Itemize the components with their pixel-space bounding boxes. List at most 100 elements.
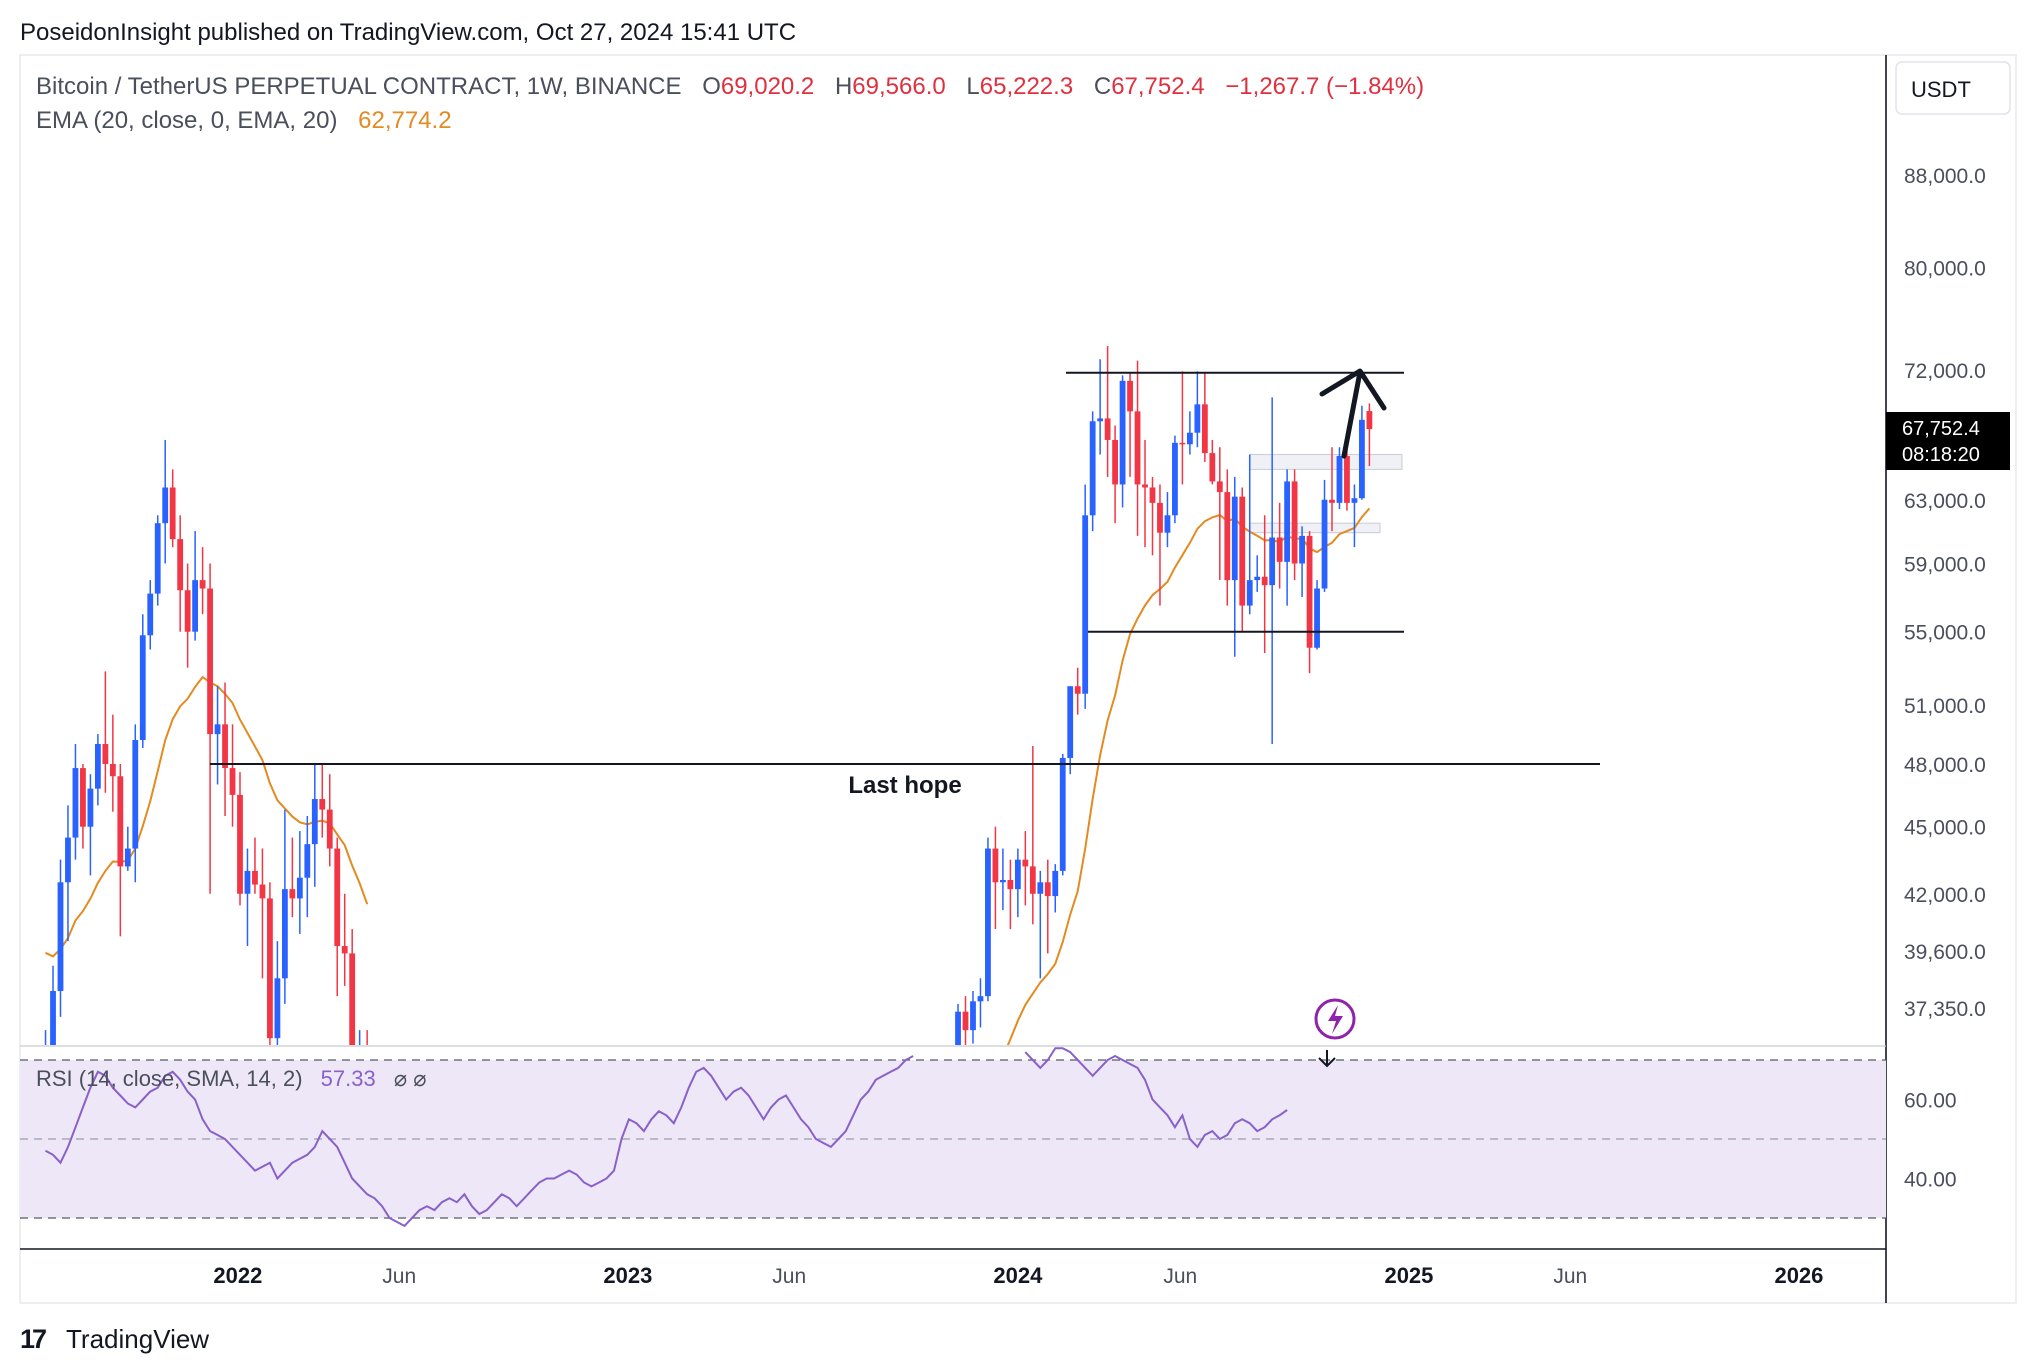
candle-body[interactable] (1344, 456, 1350, 503)
candle-body[interactable] (154, 523, 161, 594)
candle-body[interactable] (177, 539, 184, 591)
candle-body[interactable] (1157, 502, 1163, 533)
candle-body[interactable] (349, 953, 356, 1085)
candle-body[interactable] (237, 794, 243, 894)
candle-body[interactable] (244, 870, 251, 894)
candle-body[interactable] (252, 870, 258, 885)
candle-body[interactable] (1269, 537, 1276, 586)
candle-body[interactable] (222, 724, 228, 769)
currency-button[interactable]: USDT (1895, 61, 2011, 115)
candle-body[interactable] (169, 487, 176, 540)
levels-layer[interactable]: Last hope (210, 371, 1600, 799)
candle-body[interactable] (1351, 498, 1358, 503)
candle-body[interactable] (102, 743, 109, 765)
candle-body[interactable] (970, 1001, 976, 1031)
candle-body[interactable] (259, 884, 266, 899)
candle-body[interactable] (184, 590, 191, 632)
candle-body[interactable] (274, 978, 281, 1039)
candle-body[interactable] (1052, 870, 1059, 897)
candle-body[interactable] (139, 635, 146, 741)
candle-body[interactable] (1089, 421, 1096, 516)
candle-body[interactable] (1216, 481, 1223, 493)
candle-body[interactable] (925, 1288, 931, 1323)
supply-demand-zone[interactable] (1249, 522, 1381, 534)
candle-body[interactable] (147, 593, 154, 636)
candle-body[interactable] (1059, 757, 1066, 871)
candle-body[interactable] (1037, 882, 1044, 894)
candle-body[interactable] (1336, 456, 1343, 503)
breakout-arrow-drawing[interactable] (1319, 368, 1387, 459)
candle-body[interactable] (132, 740, 139, 849)
candle-body[interactable] (199, 580, 206, 589)
candle-body[interactable] (955, 1011, 961, 1077)
candle-body[interactable] (1201, 404, 1208, 454)
candle-body[interactable] (94, 743, 101, 789)
candle-body[interactable] (296, 877, 303, 899)
candle-body[interactable] (117, 776, 124, 867)
candle-body[interactable] (1097, 418, 1104, 422)
candle-body[interactable] (50, 991, 56, 1071)
candle-body[interactable] (281, 889, 288, 979)
candle-body[interactable] (1209, 453, 1216, 482)
candle-body[interactable] (65, 837, 71, 883)
candle-body[interactable] (192, 580, 199, 632)
candle-body[interactable] (1179, 442, 1186, 445)
candle-body[interactable] (162, 487, 169, 524)
candle-body[interactable] (1164, 515, 1171, 533)
candle-body[interactable] (1134, 411, 1141, 485)
candle-body[interactable] (1044, 882, 1051, 897)
candle-body[interactable] (1029, 866, 1036, 894)
candle-body[interactable] (1194, 404, 1201, 433)
candle-body[interactable] (1149, 487, 1156, 503)
candle-body[interactable] (267, 898, 273, 1039)
candle-body[interactable] (1329, 499, 1335, 503)
candle-body[interactable] (334, 848, 341, 947)
candle-body[interactable] (214, 724, 221, 735)
candle-body[interactable] (985, 848, 991, 997)
candle-body[interactable] (1299, 535, 1305, 564)
candle-body[interactable] (1172, 442, 1178, 516)
candle-body[interactable] (1022, 859, 1029, 867)
candle-body[interactable] (1239, 496, 1246, 606)
candle-body[interactable] (1306, 535, 1313, 648)
candle-body[interactable] (962, 1011, 969, 1031)
candle-body[interactable] (319, 799, 326, 810)
candle-body[interactable] (1119, 380, 1126, 485)
candle-body[interactable] (1276, 537, 1283, 562)
candle-body[interactable] (1231, 496, 1238, 581)
candle-body[interactable] (1104, 418, 1111, 440)
candle-body[interactable] (1314, 588, 1320, 648)
candle-body[interactable] (1127, 380, 1133, 412)
candle-body[interactable] (207, 588, 213, 735)
candle-body[interactable] (1186, 432, 1193, 445)
candle-body[interactable] (1074, 686, 1081, 694)
candle-body[interactable] (1067, 686, 1074, 758)
lightning-event-icon[interactable] (1314, 998, 1356, 1040)
candle-body[interactable] (289, 889, 296, 899)
candle-body[interactable] (1112, 439, 1118, 485)
candle-body[interactable] (992, 848, 999, 883)
candle-body[interactable] (1284, 481, 1291, 562)
candle-body[interactable] (1246, 580, 1253, 606)
candle-body[interactable] (72, 768, 79, 838)
candle-body[interactable] (977, 996, 984, 1002)
candle-body[interactable] (341, 946, 348, 954)
candle-body[interactable] (304, 844, 311, 878)
candle-body[interactable] (109, 764, 116, 777)
candle-body[interactable] (80, 768, 86, 827)
candle-body[interactable] (229, 768, 236, 795)
candles-layer[interactable] (43, 346, 1373, 1330)
candle-body[interactable] (124, 848, 131, 867)
candle-body[interactable] (57, 882, 64, 992)
candle-body[interactable] (311, 799, 318, 845)
candle-body[interactable] (1082, 515, 1089, 694)
candle-body[interactable] (1000, 879, 1006, 883)
candle-body[interactable] (1007, 879, 1014, 890)
candle-body[interactable] (1366, 411, 1373, 430)
candle-body[interactable] (1359, 419, 1365, 499)
candle-body[interactable] (1224, 492, 1231, 581)
candle-body[interactable] (1261, 576, 1268, 586)
candle-body[interactable] (326, 809, 333, 849)
candle-body[interactable] (1014, 859, 1021, 890)
